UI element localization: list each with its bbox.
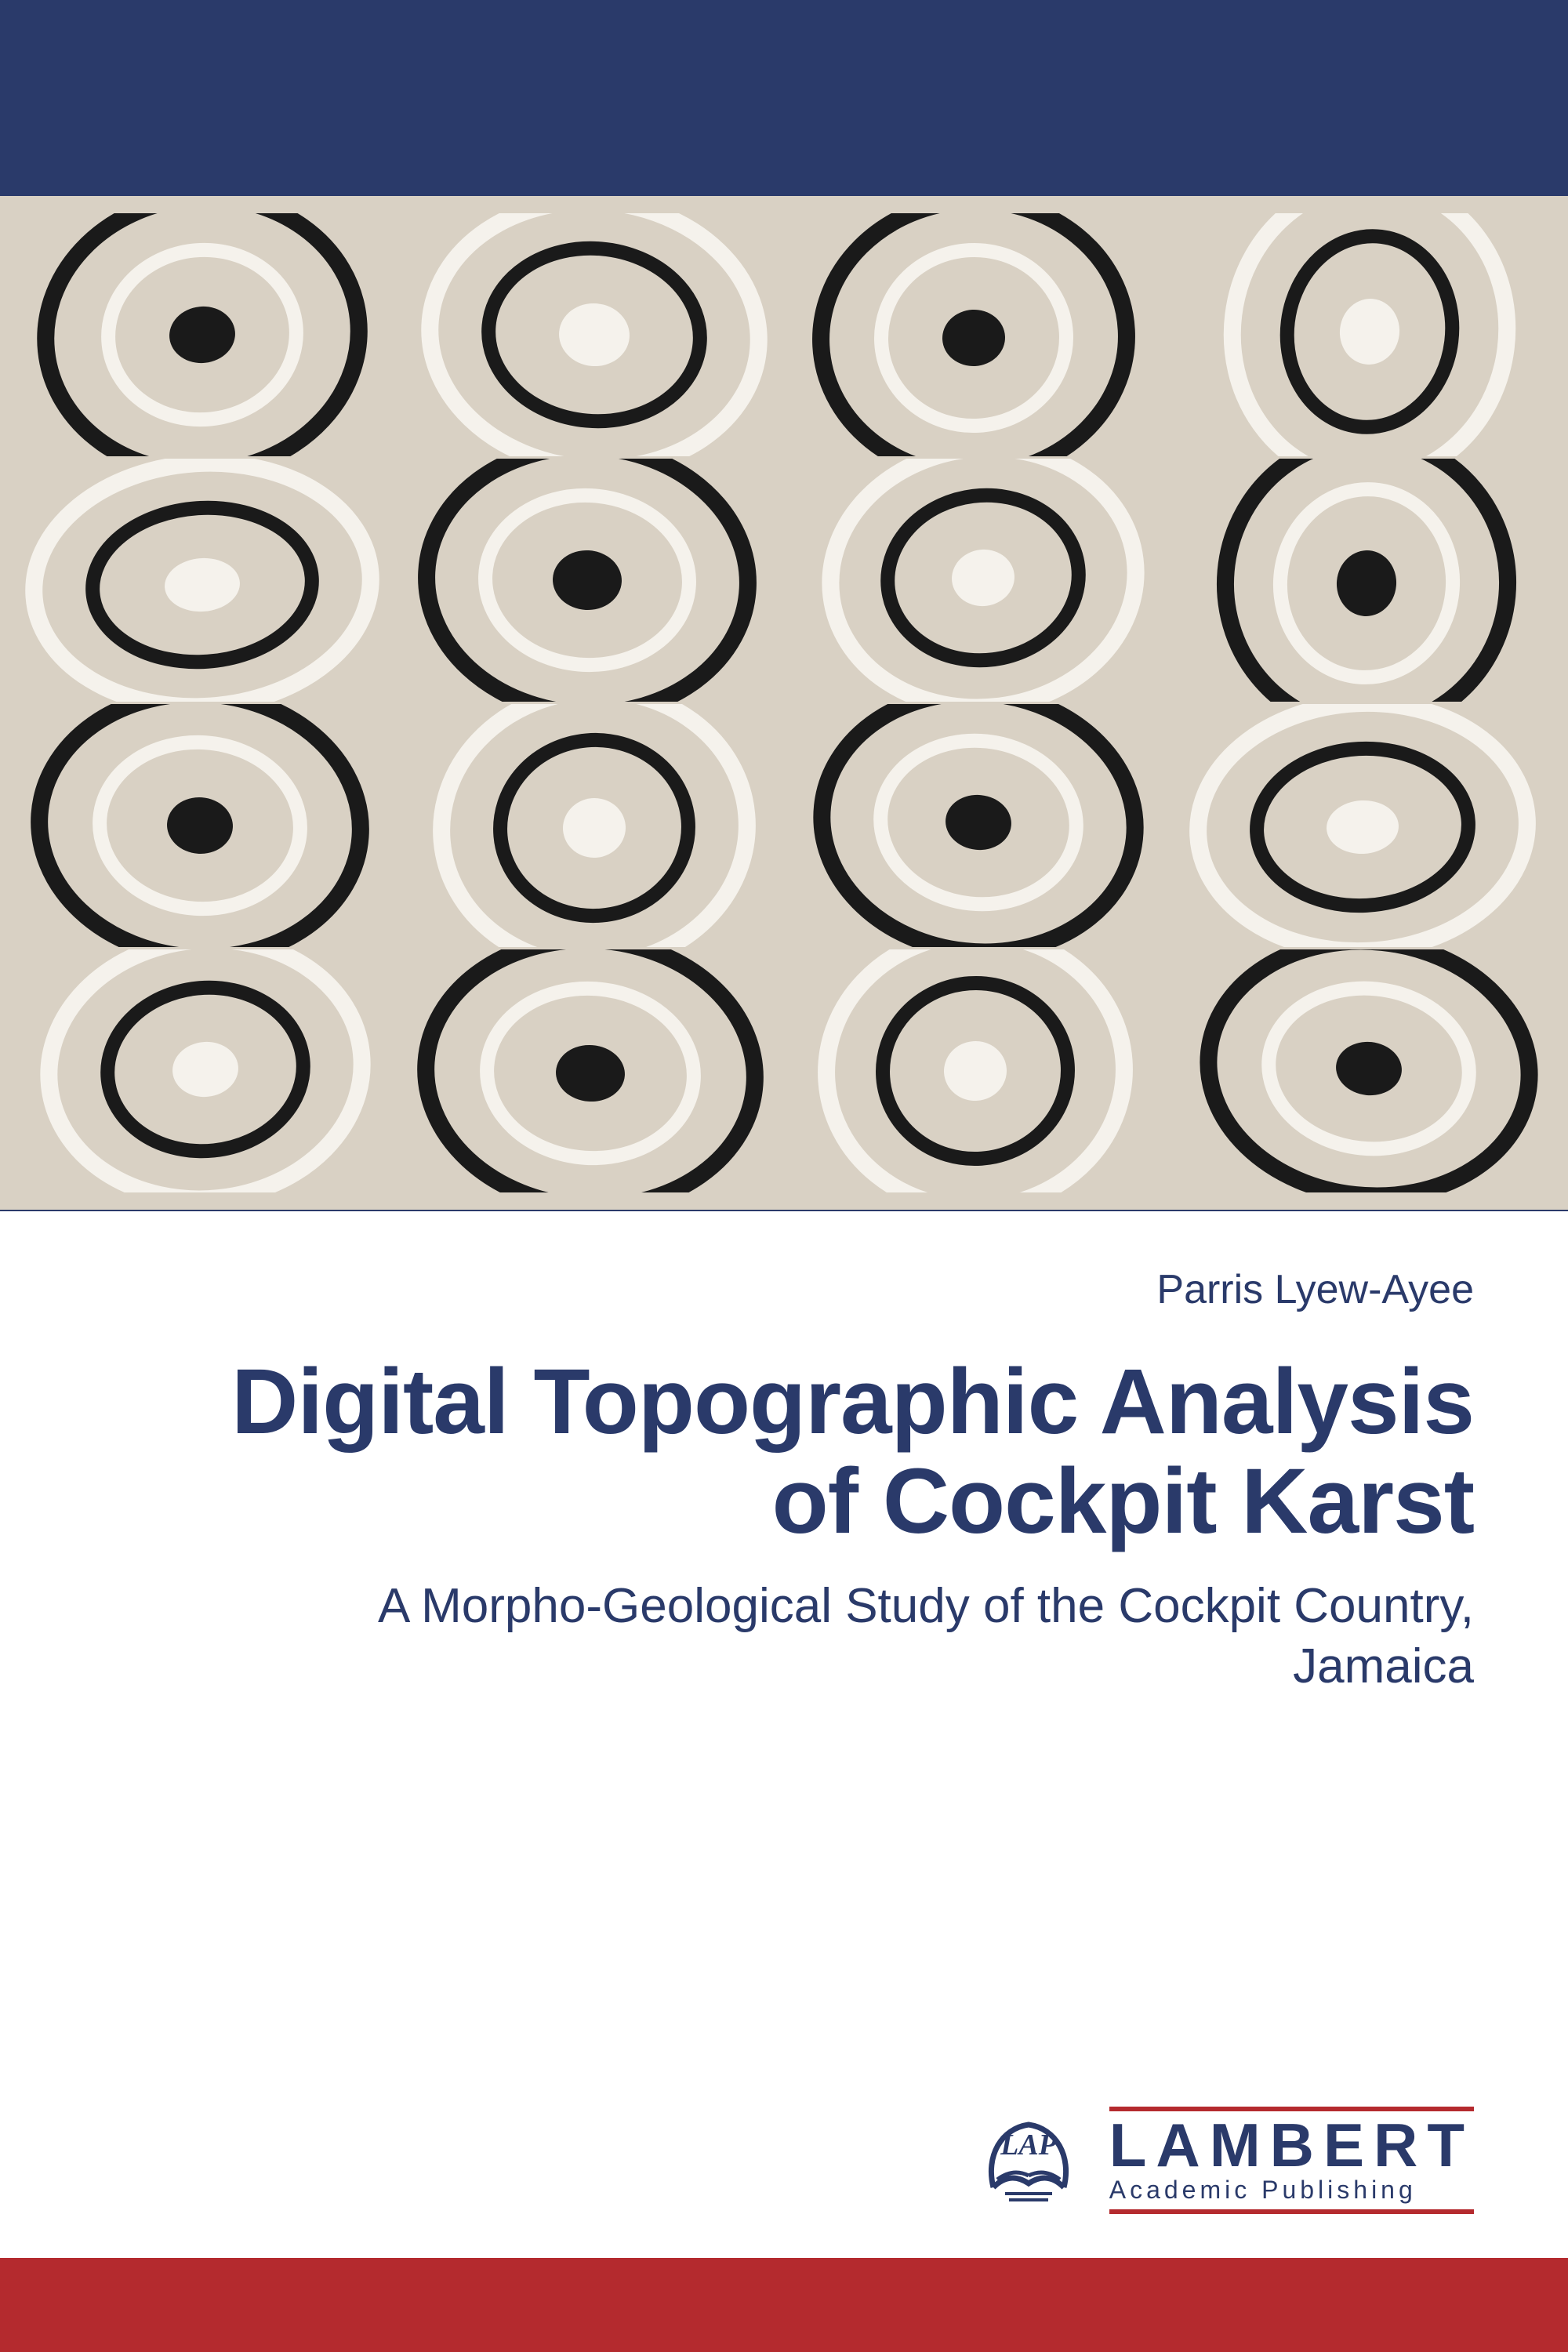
pattern-cell	[784, 212, 1172, 457]
subtitle-line: A Morpho-Geological Study of the Cockpit…	[378, 1579, 1474, 1633]
pattern-cell	[1172, 949, 1560, 1194]
pattern-cell	[8, 949, 396, 1194]
pattern-grid	[0, 196, 1568, 1211]
ring-icon	[790, 459, 1167, 702]
pattern-cell	[396, 949, 784, 1194]
ring-icon	[402, 704, 779, 947]
ring-icon	[14, 949, 390, 1192]
pattern-cell	[396, 212, 784, 457]
ring-icon	[14, 704, 390, 947]
ring-icon	[790, 949, 1167, 1192]
pattern-cell	[784, 457, 1172, 702]
publisher-block: LAP LAMBERT Academic Publishing	[970, 2101, 1474, 2219]
author-name: Parris Lyew-Ayee	[63, 1266, 1474, 1313]
ring-icon	[1178, 704, 1555, 947]
ring-icon	[402, 949, 779, 1192]
pattern-cell	[1172, 457, 1560, 702]
pattern-cell	[8, 457, 396, 702]
title-line: of Cockpit Karst	[772, 1450, 1474, 1553]
ring-icon	[790, 213, 1167, 456]
title-line: Digital Topographic Analysis	[231, 1350, 1474, 1454]
publisher-text: LAMBERT Academic Publishing	[1109, 2107, 1474, 2214]
ring-icon	[1178, 459, 1555, 702]
text-block: Parris Lyew-Ayee Digital Topographic Ana…	[0, 1211, 1568, 1697]
publisher-badge-icon: LAP	[970, 2101, 1087, 2219]
pattern-cell	[396, 703, 784, 949]
publisher-subtitle: Academic Publishing	[1109, 2176, 1474, 2209]
bottom-band	[0, 2258, 1568, 2352]
pattern-cell	[784, 703, 1172, 949]
ring-icon	[1178, 949, 1555, 1192]
top-band	[0, 0, 1568, 196]
publisher-bottom-bar	[1109, 2209, 1474, 2214]
pattern-cell	[396, 457, 784, 702]
publisher-badge-text: LAP	[1000, 2129, 1058, 2161]
ring-icon	[402, 213, 779, 456]
publisher-name: LAMBERT	[1109, 2111, 1474, 2176]
pattern-cell	[1172, 212, 1560, 457]
pattern-cell	[8, 212, 396, 457]
pattern-cell	[784, 949, 1172, 1194]
pattern-cell	[8, 703, 396, 949]
ring-icon	[14, 213, 390, 456]
pattern-cell	[1172, 703, 1560, 949]
ring-icon	[402, 459, 779, 702]
ring-icon	[790, 704, 1167, 947]
ring-icon	[1178, 213, 1555, 456]
ring-icon	[14, 459, 390, 702]
book-subtitle: A Morpho-Geological Study of the Cockpit…	[63, 1576, 1474, 1697]
book-title: Digital Topographic Analysis of Cockpit …	[63, 1352, 1474, 1552]
subtitle-line: Jamaica	[1293, 1639, 1474, 1693]
